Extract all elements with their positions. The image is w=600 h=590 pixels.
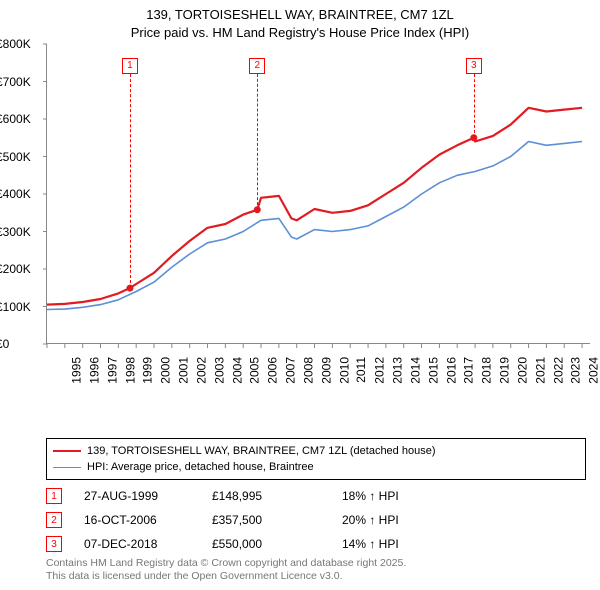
y-tick-label: £400K <box>0 187 31 201</box>
x-tick-label: 2009 <box>319 357 333 384</box>
sale-row: 2 16-OCT-2006 £357,500 20% ↑ HPI <box>46 508 586 532</box>
x-tick-label: 2017 <box>462 357 476 384</box>
x-tick-label: 2015 <box>426 357 440 384</box>
footer-line-2: This data is licensed under the Open Gov… <box>46 570 586 584</box>
sale-date: 27-AUG-1999 <box>72 489 202 503</box>
x-tick-label: 2007 <box>284 357 298 384</box>
x-tick-label: 2019 <box>498 357 512 384</box>
sale-price: £148,995 <box>212 489 332 503</box>
x-tick-label: 2020 <box>516 357 530 384</box>
callout-box: 3 <box>466 58 482 74</box>
x-tick-label: 1998 <box>123 357 137 384</box>
legend: 139, TORTOISESHELL WAY, BRAINTREE, CM7 1… <box>46 438 586 480</box>
plot-region: 1 2 3 <box>46 44 590 344</box>
x-tick-label: 2008 <box>302 357 316 384</box>
x-tick-label: 2004 <box>230 357 244 384</box>
x-tick-label: 2012 <box>373 357 387 384</box>
sale-idx: 1 <box>46 488 62 504</box>
legend-row: HPI: Average price, detached house, Brai… <box>53 459 579 475</box>
sale-date: 16-OCT-2006 <box>72 513 202 527</box>
legend-swatch <box>53 467 81 468</box>
y-tick-label: £0 <box>0 337 9 351</box>
x-tick-label: 2006 <box>266 357 280 384</box>
y-tick-label: £100K <box>0 300 31 314</box>
x-tick-label: 1995 <box>70 357 84 384</box>
x-tick-label: 2002 <box>195 357 209 384</box>
x-tick-label: 2014 <box>409 357 423 384</box>
sale-hpi: 14% ↑ HPI <box>342 537 586 551</box>
legend-label: 139, TORTOISESHELL WAY, BRAINTREE, CM7 1… <box>87 445 436 457</box>
x-tick-label: 2023 <box>569 357 583 384</box>
x-tick-label: 2003 <box>212 357 226 384</box>
y-tick-label: £500K <box>0 150 31 164</box>
x-tick-label: 1999 <box>141 357 155 384</box>
callout-box: 1 <box>122 58 138 74</box>
legend-row: 139, TORTOISESHELL WAY, BRAINTREE, CM7 1… <box>53 443 579 459</box>
x-tick-label: 2001 <box>177 357 191 384</box>
chart-container: 139, TORTOISESHELL WAY, BRAINTREE, CM7 1… <box>0 0 600 590</box>
callout-box: 2 <box>249 58 265 74</box>
sale-row: 3 07-DEC-2018 £550,000 14% ↑ HPI <box>46 532 586 556</box>
callout-line <box>257 74 258 210</box>
chart-area: £0£100K£200K£300K£400K£500K£600K£700K£80… <box>0 44 600 394</box>
sale-price: £357,500 <box>212 513 332 527</box>
x-tick-label: 2011 <box>354 357 368 383</box>
x-tick-label: 1997 <box>105 357 119 384</box>
x-tick-label: 2022 <box>551 357 565 384</box>
x-tick-label: 2000 <box>159 357 173 384</box>
sale-idx: 3 <box>46 536 62 552</box>
sale-price: £550,000 <box>212 537 332 551</box>
series-hpi <box>47 142 582 310</box>
x-tick-label: 2016 <box>444 357 458 384</box>
x-tick-label: 1996 <box>88 357 102 384</box>
callout-line <box>474 74 475 138</box>
y-tick-label: £600K <box>0 112 31 126</box>
footer-line-1: Contains HM Land Registry data © Crown c… <box>46 557 586 571</box>
x-tick-label: 2024 <box>587 357 600 384</box>
title-line-1: 139, TORTOISESHELL WAY, BRAINTREE, CM7 1… <box>0 6 600 24</box>
sale-idx: 2 <box>46 512 62 528</box>
title-line-2: Price paid vs. HM Land Registry's House … <box>0 24 600 42</box>
callout-line <box>130 74 131 288</box>
sale-row: 1 27-AUG-1999 £148,995 18% ↑ HPI <box>46 484 586 508</box>
y-tick-label: £800K <box>0 37 31 51</box>
y-tick-label: £300K <box>0 225 31 239</box>
x-tick-label: 2021 <box>533 357 547 384</box>
x-tick-label: 2005 <box>248 357 262 384</box>
titles: 139, TORTOISESHELL WAY, BRAINTREE, CM7 1… <box>0 0 600 41</box>
legend-swatch <box>53 450 81 452</box>
y-tick-label: £700K <box>0 75 31 89</box>
plot-svg <box>47 44 591 344</box>
sale-hpi: 20% ↑ HPI <box>342 513 586 527</box>
x-tick-label: 2010 <box>337 357 351 384</box>
legend-label: HPI: Average price, detached house, Brai… <box>87 461 314 473</box>
sale-date: 07-DEC-2018 <box>72 537 202 551</box>
y-tick-label: £200K <box>0 262 31 276</box>
x-tick-label: 2013 <box>391 357 405 384</box>
x-tick-label: 2018 <box>480 357 494 384</box>
sales-table: 1 27-AUG-1999 £148,995 18% ↑ HPI 2 16-OCT-200… <box>46 484 586 556</box>
footer: Contains HM Land Registry data © Crown c… <box>46 557 586 584</box>
sale-hpi: 18% ↑ HPI <box>342 489 586 503</box>
series-property <box>47 108 582 305</box>
